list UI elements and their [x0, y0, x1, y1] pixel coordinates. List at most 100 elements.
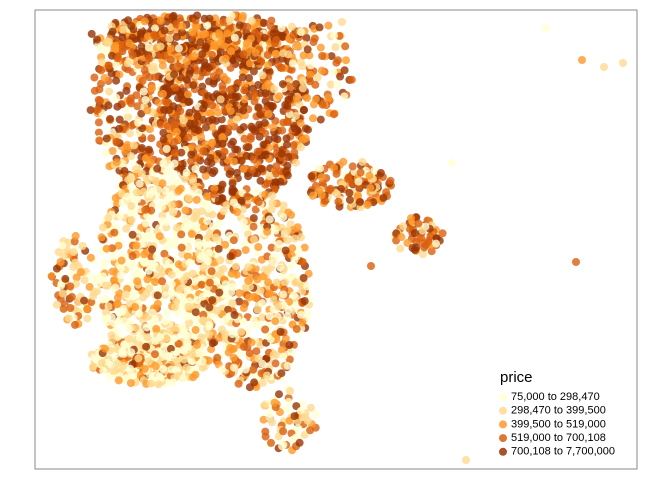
- point: [113, 293, 122, 302]
- point: [207, 267, 216, 276]
- point: [418, 226, 427, 235]
- point: [199, 317, 207, 326]
- point: [313, 73, 322, 82]
- point: [316, 164, 324, 173]
- point: [192, 22, 201, 31]
- point: [239, 165, 248, 173]
- point: [186, 119, 195, 128]
- point: [224, 35, 233, 44]
- point: [250, 235, 258, 244]
- point: [149, 30, 158, 39]
- point: [263, 227, 272, 236]
- point: [127, 182, 136, 191]
- point: [220, 147, 229, 156]
- point: [110, 222, 119, 230]
- point: [180, 355, 189, 364]
- point: [105, 87, 114, 96]
- point: [178, 28, 186, 37]
- point: [116, 211, 125, 220]
- point: [298, 413, 307, 422]
- point: [102, 134, 111, 143]
- point: [324, 93, 333, 102]
- point: [154, 98, 163, 107]
- point: [332, 58, 341, 67]
- point: [155, 232, 164, 241]
- point: [172, 33, 181, 41]
- point: [201, 29, 210, 38]
- point: [94, 128, 103, 137]
- point: [214, 29, 223, 38]
- point: [176, 285, 184, 294]
- point: [239, 218, 248, 227]
- point: [204, 63, 213, 72]
- point: [191, 326, 200, 334]
- point: [162, 145, 171, 153]
- point: [238, 14, 247, 23]
- point: [142, 342, 151, 351]
- point: [145, 54, 154, 63]
- point: [146, 158, 155, 167]
- point: [249, 67, 258, 76]
- point: [223, 29, 232, 38]
- point: [297, 28, 305, 36]
- point: [184, 194, 193, 203]
- point: [162, 308, 171, 317]
- point: [240, 134, 249, 143]
- point: [139, 293, 148, 302]
- point: [254, 103, 263, 112]
- point: [274, 60, 283, 69]
- point: [153, 299, 162, 308]
- point: [167, 280, 176, 289]
- point: [257, 164, 266, 173]
- point: [185, 258, 194, 267]
- point: [306, 426, 315, 435]
- point: [542, 24, 550, 32]
- point: [219, 207, 228, 216]
- point: [288, 59, 297, 68]
- point: [153, 164, 162, 173]
- point: [284, 50, 293, 59]
- point: [184, 243, 193, 252]
- point: [267, 16, 276, 25]
- point: [270, 224, 279, 233]
- point: [432, 239, 440, 248]
- point: [198, 50, 207, 59]
- point: [197, 280, 206, 289]
- point: [71, 231, 80, 240]
- point: [112, 76, 121, 85]
- point: [376, 169, 385, 177]
- point: [275, 92, 284, 101]
- point: [141, 205, 150, 214]
- point: [259, 415, 268, 424]
- point: [140, 364, 149, 373]
- point: [249, 214, 258, 223]
- point: [143, 333, 152, 342]
- point: [213, 306, 221, 315]
- point: [278, 126, 287, 135]
- point: [265, 215, 274, 224]
- point: [216, 185, 225, 194]
- point: [165, 34, 174, 43]
- point: [208, 210, 217, 219]
- point: [139, 87, 148, 96]
- point: [174, 52, 183, 61]
- point: [249, 365, 258, 374]
- point: [291, 278, 300, 287]
- point: [268, 418, 276, 427]
- point: [283, 226, 292, 235]
- point: [127, 372, 136, 381]
- point: [331, 43, 340, 52]
- point: [318, 100, 327, 109]
- point: [278, 80, 287, 89]
- point: [165, 352, 173, 361]
- point: [101, 344, 109, 353]
- point: [358, 157, 367, 166]
- point: [99, 366, 108, 375]
- point: [161, 317, 170, 325]
- point: [192, 315, 201, 324]
- point: [101, 258, 110, 267]
- point: [121, 147, 130, 156]
- point: [245, 293, 254, 302]
- point: [334, 197, 343, 206]
- point: [151, 24, 159, 33]
